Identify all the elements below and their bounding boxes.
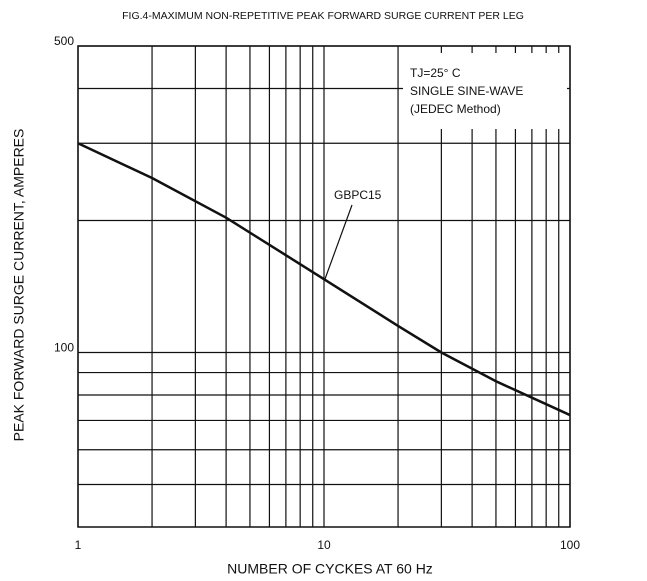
x-tick-label: 100 <box>560 538 580 552</box>
x-axis-label: NUMBER OF CYCKES AT 60 Hz <box>227 561 433 577</box>
annotation: TJ=25° C <box>410 66 461 80</box>
plot-frame <box>77 45 571 528</box>
annotation: (JEDEC Method) <box>410 102 501 116</box>
x-tick-label: 1 <box>75 538 82 552</box>
y-axis-label: PEAK FORWARD SURGE CURRENT, AMPERES <box>11 129 27 442</box>
annotation: SINGLE SINE-WAVE <box>410 84 523 98</box>
series-label: GBPC15 <box>334 188 382 202</box>
series-line <box>77 142 571 417</box>
y-tick-label: 500 <box>54 34 74 48</box>
chart-title: FIG.4-MAXIMUM NON-REPETITIVE PEAK FORWAR… <box>122 10 524 22</box>
leader-line <box>324 204 353 280</box>
annotation-box <box>403 53 567 129</box>
y-tick-label: 100 <box>54 341 74 355</box>
x-tick-label: 10 <box>317 538 331 552</box>
